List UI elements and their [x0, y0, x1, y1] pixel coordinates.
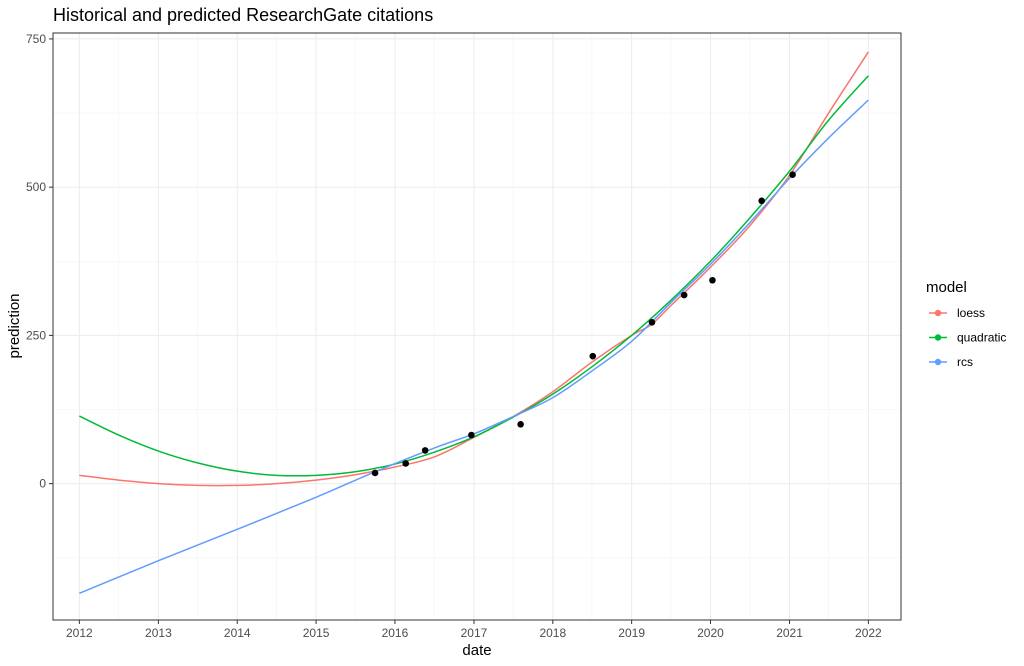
x-axis-ticks: 2012 2013 2014 2015 2016 2017 2018 2019 2020 2021… [66, 620, 882, 640]
legend-entries: loess quadratic rcs [929, 306, 1006, 369]
legend-key-quadratic [929, 334, 947, 341]
data-point [680, 291, 688, 299]
y-tick-label: 0 [39, 477, 46, 491]
x-tick-label: 2019 [618, 626, 645, 640]
chart-title: Historical and predicted ResearchGate ci… [53, 5, 433, 25]
x-tick-label: 2012 [66, 626, 93, 640]
gridlines [53, 33, 901, 620]
data-point [648, 319, 656, 326]
y-axis-title: prediction [6, 293, 23, 358]
legend-key-loess [929, 309, 947, 317]
x-tick-label: 2021 [776, 626, 803, 640]
legend-label-rcs: rcs [957, 355, 973, 369]
data-point [789, 171, 796, 179]
data-point [709, 276, 716, 284]
data-point [468, 431, 475, 439]
legend-key-dot [934, 309, 942, 317]
x-tick-label: 2017 [461, 626, 488, 640]
series-line-rcs [79, 99, 869, 595]
legend-key-dot [934, 358, 942, 366]
y-axis-ticks: 0 250 500 750 [26, 32, 53, 491]
x-tick-label: 2014 [224, 626, 251, 640]
data-point [371, 469, 379, 477]
legend-key-dot [934, 334, 942, 341]
x-tick-label: 2015 [303, 626, 330, 640]
data-point [402, 460, 410, 467]
legend-key-rcs [929, 358, 947, 366]
y-tick-label: 500 [26, 180, 46, 194]
data-point [589, 352, 597, 360]
legend-title: model [926, 279, 967, 296]
data-points [371, 171, 796, 477]
x-tick-label: 2013 [145, 626, 172, 640]
data-point [758, 197, 765, 205]
y-tick-label: 250 [26, 328, 46, 342]
legend-label-quadratic: quadratic [957, 331, 1006, 345]
legend-label-loess: loess [957, 306, 985, 320]
plot-border [52, 32, 902, 621]
y-tick-label: 750 [26, 32, 46, 46]
data-point [517, 421, 524, 428]
x-tick-label: 2016 [382, 626, 409, 640]
x-tick-label: 2022 [855, 626, 882, 640]
x-tick-label: 2018 [539, 626, 566, 640]
data-point [421, 447, 429, 454]
legend: model loess quadratic rcs [926, 279, 1006, 369]
x-tick-label: 2020 [697, 626, 724, 640]
x-axis-title: date [462, 642, 491, 659]
